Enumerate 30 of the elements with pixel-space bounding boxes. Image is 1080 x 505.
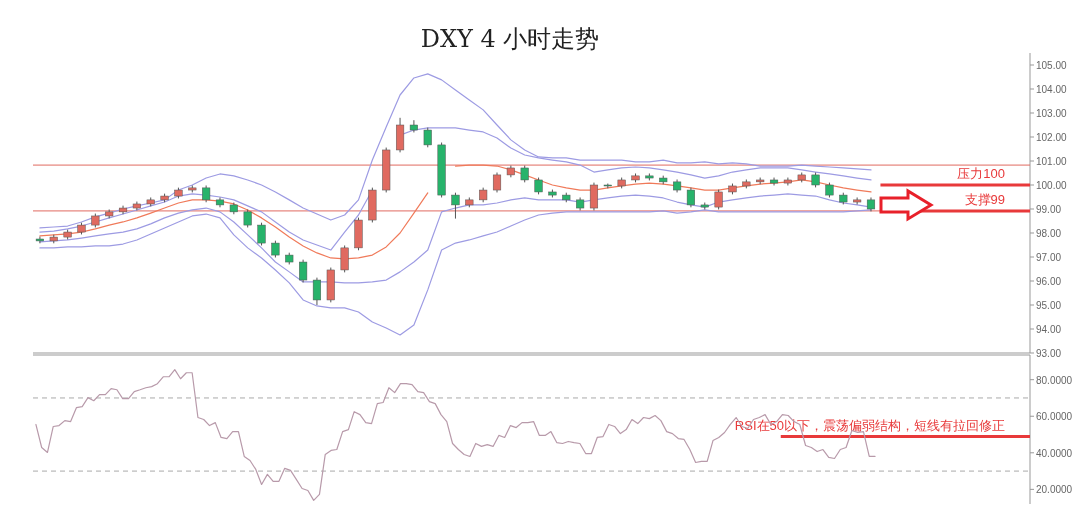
y-tick-label: 95.00 (1036, 300, 1062, 311)
y-tick-label: 105.00 (1036, 60, 1068, 71)
candlestick (340, 244, 349, 273)
y-tick-label: 98.00 (1036, 228, 1062, 239)
ref-line-label: RSI在50以下，震荡偏弱结构，短线有拉回修正 (734, 417, 1005, 433)
ref-line-label: 压力100 (957, 166, 1005, 181)
ref-line-label: 支撑99 (964, 191, 1005, 207)
chart-title: DXY 4 小时走势 (420, 25, 600, 53)
y-tick-label: 80.0000 (1036, 374, 1073, 386)
y-tick-label: 96.00 (1036, 276, 1062, 287)
line-series (35, 369, 876, 501)
y-tick-label: 40.0000 (1036, 447, 1073, 459)
candlestick (312, 277, 322, 306)
candlestick (257, 222, 266, 246)
y-tick-label: 60.0000 (1036, 411, 1073, 423)
y-tick-label: 104.00 (1036, 84, 1068, 95)
candlestick (451, 192, 460, 220)
candlestick (423, 127, 432, 148)
y-tick-label: 93.00 (1036, 348, 1062, 359)
candlestick (492, 172, 502, 193)
y-tick-label: 100.00 (1036, 180, 1068, 191)
y-tick-label: 97.00 (1036, 252, 1062, 263)
y-tick-label: 20.0000 (1036, 484, 1073, 496)
candlestick (299, 259, 308, 283)
y-tick-label: 94.00 (1036, 324, 1062, 335)
y-tick-label: 99.00 (1036, 204, 1062, 215)
y-tick-label: 101.00 (1036, 156, 1068, 167)
candlestick (686, 187, 695, 208)
y-tick-label: 103.00 (1036, 108, 1068, 119)
y-tick-label: 102.00 (1036, 132, 1068, 143)
